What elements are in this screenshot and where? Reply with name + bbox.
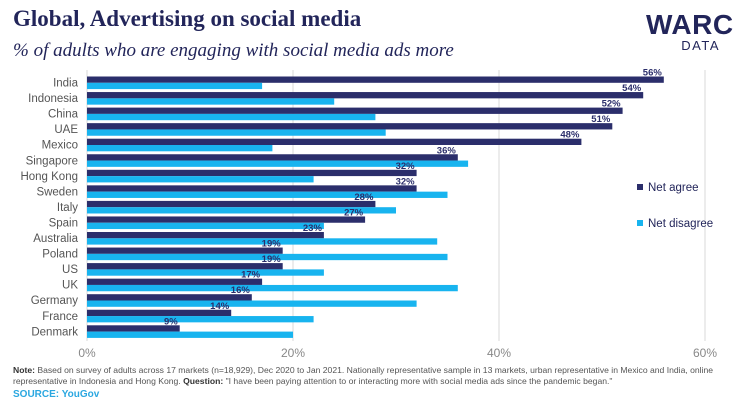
- category-label: US: [62, 264, 78, 276]
- bar-net-agree: [87, 200, 376, 208]
- category-label: Denmark: [31, 326, 78, 338]
- category-label: UAE: [54, 124, 78, 136]
- data-label: 51%: [591, 114, 611, 125]
- data-label: 19%: [262, 254, 282, 265]
- bar-net-disagree: [87, 238, 438, 245]
- bar-net-agree: [87, 169, 417, 177]
- bar-net-agree: [87, 216, 366, 223]
- data-label: 27%: [344, 207, 364, 218]
- data-label: 16%: [231, 285, 251, 296]
- logo-sub-text: DATA: [681, 38, 720, 53]
- category-label: Australia: [33, 233, 78, 245]
- data-label: 17%: [241, 270, 261, 281]
- bar-net-disagree: [87, 191, 448, 198]
- data-label: 23%: [303, 223, 323, 234]
- category-label: Poland: [42, 249, 78, 261]
- bar-net-disagree: [87, 284, 458, 292]
- bar-net-disagree: [87, 316, 314, 323]
- category-label: UK: [62, 280, 78, 292]
- bar-net-agree: [87, 92, 644, 99]
- bar-net-disagree: [87, 300, 417, 307]
- data-label: 54%: [622, 83, 642, 94]
- bar-net-disagree: [87, 207, 396, 214]
- x-tick-label: 0%: [78, 346, 96, 360]
- data-label: 19%: [262, 239, 282, 250]
- logo-main-text: WARC: [646, 9, 734, 40]
- data-label: 32%: [396, 161, 416, 172]
- bar-net-agree: [87, 309, 232, 317]
- bar-net-disagree: [87, 160, 469, 167]
- category-label: Spain: [49, 217, 78, 229]
- bar-net-agree: [87, 325, 180, 332]
- bar-net-agree: [87, 294, 252, 301]
- legend-swatch-net-agree: [637, 184, 643, 190]
- x-tick-label: 20%: [281, 346, 305, 360]
- bar-net-agree: [87, 278, 263, 285]
- data-label: 36%: [437, 145, 457, 156]
- bar-net-agree: [87, 263, 283, 270]
- note-text: Based on survey of adults across 17 mark…: [13, 365, 714, 386]
- bar-net-agree: [87, 123, 613, 130]
- category-label: Italy: [57, 202, 78, 214]
- bar-net-disagree: [87, 269, 324, 276]
- bar-net-disagree: [87, 82, 263, 90]
- data-label: 32%: [396, 176, 416, 187]
- category-label: Indonesia: [28, 93, 78, 105]
- bar-net-disagree: [87, 253, 448, 261]
- category-label: Germany: [31, 295, 79, 307]
- category-label: China: [48, 109, 79, 121]
- bar-net-disagree: [87, 331, 293, 338]
- category-label: Mexico: [42, 140, 78, 152]
- bar-net-agree: [87, 232, 324, 239]
- bar-net-agree: [87, 247, 283, 254]
- bar-net-agree: [87, 185, 417, 192]
- bar-net-agree: [87, 107, 623, 114]
- data-label: 9%: [164, 316, 178, 327]
- footnote: Note: Based on survey of adults across 1…: [13, 365, 743, 387]
- x-tick-label: 40%: [487, 346, 511, 360]
- category-label: Singapore: [26, 155, 78, 167]
- note-label: Note:: [13, 365, 35, 375]
- bar-net-disagree: [87, 98, 335, 105]
- question-label: Question:: [183, 376, 224, 386]
- category-label: Hong Kong: [20, 171, 78, 183]
- data-label: 48%: [560, 130, 580, 141]
- bar-net-disagree: [87, 113, 376, 121]
- legend-swatch-net-disagree: [637, 220, 643, 226]
- warc-data-logo: WARC DATA: [646, 9, 734, 54]
- bar-net-agree: [87, 138, 582, 145]
- bar-net-disagree: [87, 145, 273, 152]
- chart-title: Global, Advertising on social media: [13, 6, 362, 31]
- legend-label-net-disagree: Net disagree: [648, 218, 713, 230]
- bar-net-agree: [87, 154, 458, 161]
- category-label: India: [53, 78, 79, 90]
- category-label: Sweden: [36, 186, 78, 198]
- bar-net-disagree: [87, 176, 314, 183]
- question-text: "I have been paying attention to or inte…: [223, 376, 613, 386]
- source-label: SOURCE: YouGov: [13, 389, 100, 400]
- bar-net-agree: [87, 76, 664, 83]
- data-label: 52%: [602, 99, 622, 110]
- chart-subtitle: % of adults who are engaging with social…: [13, 40, 454, 61]
- data-label: 56%: [643, 68, 663, 79]
- data-label: 28%: [354, 192, 374, 203]
- bar-net-disagree: [87, 129, 386, 136]
- data-label: 14%: [210, 301, 230, 312]
- category-label: France: [42, 311, 78, 323]
- x-tick-label: 60%: [693, 346, 717, 360]
- bar-net-disagree: [87, 222, 324, 230]
- legend-label-net-agree: Net agree: [648, 182, 699, 194]
